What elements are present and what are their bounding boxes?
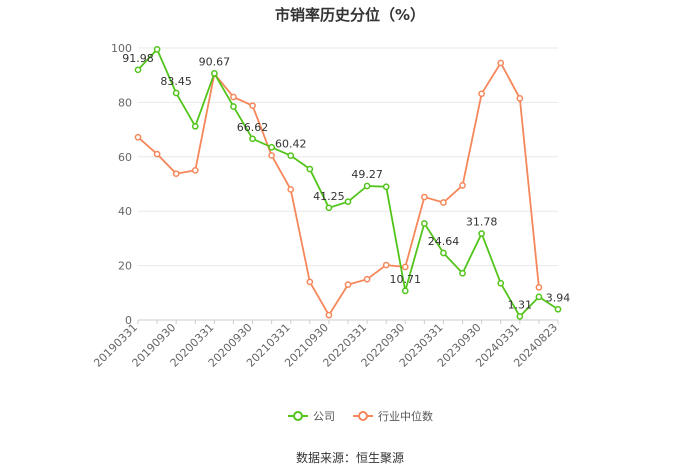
grid-lines	[138, 47, 558, 321]
data-point[interactable]	[421, 193, 428, 201]
data-point[interactable]	[287, 186, 295, 193]
data-point[interactable]	[497, 279, 505, 287]
data-point[interactable]	[191, 167, 199, 174]
data-point[interactable]	[172, 170, 180, 178]
data-label: 24.64	[428, 235, 460, 248]
data-label: 3.94	[546, 291, 571, 304]
data-point[interactable]	[421, 220, 428, 227]
data-point[interactable]	[535, 284, 543, 291]
y-tick-label: 20	[118, 260, 132, 273]
data-point[interactable]	[382, 183, 390, 191]
y-tick-label: 60	[118, 151, 132, 164]
legend-marker	[293, 411, 303, 421]
data-point[interactable]	[440, 249, 447, 257]
source-text: 数据来源：恒生聚源	[296, 450, 404, 465]
data-point[interactable]	[459, 269, 466, 277]
data-point[interactable]	[401, 263, 409, 271]
data-point[interactable]	[230, 103, 237, 110]
legend[interactable]: 公司 行业中位数	[288, 409, 433, 423]
data-point[interactable]	[344, 198, 352, 206]
data-point[interactable]	[363, 275, 371, 283]
data-point[interactable]	[344, 281, 352, 288]
data-point[interactable]	[478, 90, 485, 98]
data-point[interactable]	[516, 313, 524, 320]
data-point[interactable]	[172, 89, 180, 97]
data-point[interactable]	[287, 152, 295, 160]
x-axis: 2019033120190930202003312020093020210331…	[91, 320, 560, 370]
data-point[interactable]	[382, 261, 390, 269]
data-point[interactable]	[554, 305, 562, 313]
data-label: 1.31	[508, 298, 533, 311]
legend-label: 行业中位数	[378, 409, 433, 423]
data-point[interactable]	[249, 135, 256, 143]
data-label: 41.25	[313, 190, 345, 203]
data-point[interactable]	[325, 204, 333, 212]
legend-item-0[interactable]: 公司	[288, 410, 335, 423]
legend-item-1[interactable]: 行业中位数	[353, 409, 433, 423]
data-label: 60.42	[275, 138, 307, 151]
y-tick-label: 0	[125, 314, 132, 327]
chart-title: 市销率历史分位（%）	[275, 6, 425, 24]
legend-label: 公司	[313, 410, 335, 423]
data-point[interactable]	[153, 150, 161, 158]
y-tick-label: 40	[118, 205, 132, 218]
data-point[interactable]	[497, 59, 505, 67]
data-point[interactable]	[306, 278, 314, 286]
data-label: 49.27	[351, 168, 383, 181]
data-point[interactable]	[478, 230, 485, 237]
legend-marker	[358, 411, 368, 421]
data-point[interactable]	[440, 199, 447, 206]
y-axis-ticks: 0 20 40 60 80 100	[111, 42, 132, 327]
data-point[interactable]	[249, 102, 256, 110]
data-label: 90.67	[199, 55, 231, 68]
y-tick-label: 100	[111, 42, 132, 55]
data-label: 83.45	[160, 75, 192, 88]
data-point[interactable]	[230, 93, 237, 101]
data-point[interactable]	[268, 143, 275, 151]
series-line	[137, 61, 540, 317]
data-point[interactable]	[191, 122, 199, 130]
data-label: 10.71	[390, 273, 422, 286]
y-tick-label: 80	[118, 96, 132, 109]
data-point[interactable]	[325, 311, 333, 319]
series-0	[134, 46, 562, 320]
data-point[interactable]	[153, 46, 161, 53]
data-labels: 91.98 83.45 90.67 66.62 60.42 41.25 49.27 10.71…	[122, 52, 570, 312]
data-point[interactable]	[306, 165, 314, 173]
data-point[interactable]	[516, 94, 524, 102]
data-point[interactable]	[535, 293, 543, 301]
series-line	[137, 47, 559, 318]
data-point[interactable]	[268, 152, 275, 159]
series-1	[134, 59, 543, 319]
data-point[interactable]	[401, 287, 409, 295]
data-point[interactable]	[211, 70, 218, 77]
data-label: 31.78	[466, 216, 498, 229]
series-layer	[134, 46, 562, 320]
data-point[interactable]	[134, 133, 142, 141]
data-point[interactable]	[459, 182, 466, 189]
data-label: 91.98	[122, 52, 154, 65]
data-point[interactable]	[363, 182, 371, 190]
data-point[interactable]	[134, 66, 142, 74]
data-label: 66.62	[237, 121, 269, 134]
